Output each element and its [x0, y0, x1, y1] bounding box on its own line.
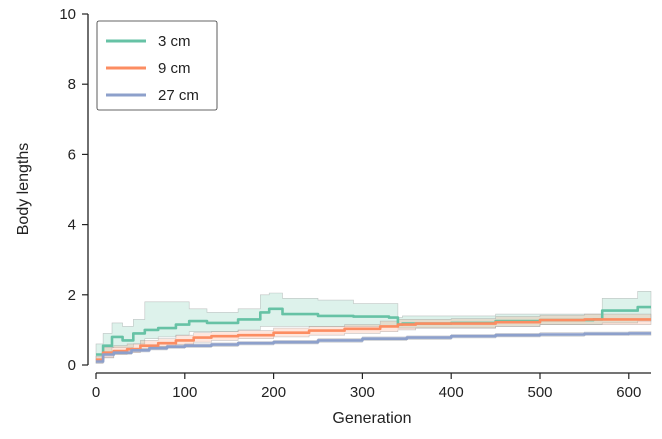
y-tick-label: 8 — [68, 76, 76, 93]
x-axis-title: Generation — [332, 410, 411, 427]
series-line-2 — [96, 332, 651, 363]
legend: 3 cm 9 cm 27 cm — [96, 20, 218, 111]
x-tick-label: 600 — [616, 384, 641, 401]
band-0 — [95, 290, 652, 361]
legend-label-1: 9 cm — [158, 60, 191, 77]
x-tick-label: 400 — [439, 384, 464, 401]
y-tick-label: 10 — [59, 6, 76, 23]
y-tick-label: 4 — [68, 217, 76, 234]
x-tick-label: 500 — [527, 384, 552, 401]
legend-box — [96, 20, 218, 111]
y-tick-label: 6 — [68, 146, 76, 163]
y-tick-label: 0 — [68, 357, 76, 374]
x-tick-label: 100 — [172, 384, 197, 401]
x-tick-label: 300 — [350, 384, 375, 401]
legend-label-0: 3 cm — [158, 33, 191, 50]
x-tick-label: 200 — [261, 384, 286, 401]
legend-label-2: 27 cm — [158, 87, 199, 104]
series-lines — [96, 305, 651, 363]
x-tick-label: 0 — [92, 384, 100, 401]
y-tick-label: 2 — [68, 287, 76, 304]
confidence-bands — [95, 290, 652, 364]
x-ticks: 0 100 200 300 400 500 600 — [92, 373, 641, 401]
y-axis-title: Body lengths — [15, 143, 32, 236]
axes — [87, 14, 651, 374]
y-ticks: 0 2 4 6 8 10 — [59, 6, 88, 374]
